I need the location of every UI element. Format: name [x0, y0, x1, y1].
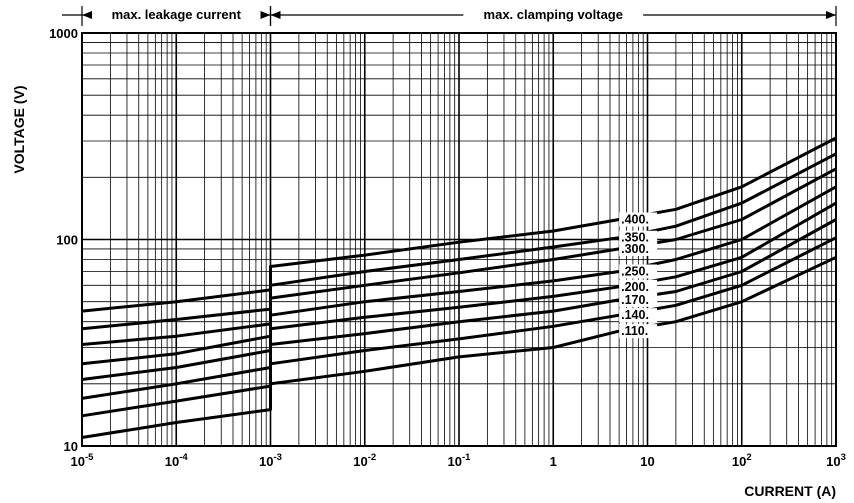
y-tick-labels: 10 100 1000: [49, 26, 78, 454]
x-tick-labels: 10-5 10-4 10-3 10-2 10-1 1 10 102 103: [71, 452, 846, 469]
series-label: .170.: [621, 293, 649, 307]
series-line: [81, 218, 837, 400]
region-annotation: max. clamping voltage: [269, 6, 837, 26]
region-label: max. leakage current: [112, 7, 242, 22]
series-label-background: [619, 324, 658, 339]
series-label: .250.: [621, 264, 649, 278]
series-line: [81, 185, 837, 366]
region-annotation: max. leakage current: [81, 6, 272, 26]
series-label: .140.: [621, 308, 649, 322]
arrowhead-right: [826, 11, 836, 19]
region-annotations: max. leakage current max. clamping voltag…: [62, 6, 837, 26]
series-labels: .400. .350..300. .250. .200..170..140. .110.: [619, 212, 658, 339]
series-label-background: [619, 292, 658, 307]
grid: [81, 33, 836, 447]
series-label: .110.: [621, 324, 648, 338]
series-line: [81, 201, 837, 381]
series-line: [81, 236, 837, 418]
series-line: [81, 152, 837, 331]
series-line: [81, 255, 837, 439]
series-label-background: [619, 308, 658, 323]
arrowhead-left: [270, 11, 281, 19]
y-tick-label: 1000: [49, 26, 78, 41]
arrowhead-right: [260, 11, 271, 19]
series-label-background: [619, 279, 658, 294]
x-tick-label: 10-5: [71, 452, 95, 469]
series-label-background: [619, 212, 658, 227]
x-tick-label: 10: [640, 454, 654, 469]
series-group: [81, 136, 837, 439]
y-tick-label: 10: [64, 439, 78, 454]
plot-frame: [81, 32, 837, 447]
x-tick-label: 103: [826, 452, 846, 469]
x-tick-label: 10-4: [165, 452, 189, 469]
x-tick-label: 10-1: [448, 452, 472, 469]
series-label-background: [619, 241, 658, 256]
x-tick-label: 1: [550, 454, 557, 469]
series-label: .350.: [621, 231, 649, 245]
series-label: .200.: [621, 280, 649, 294]
x-tick-label: 10-2: [353, 452, 376, 469]
x-tick-label: 102: [732, 452, 752, 469]
series-line: [81, 167, 837, 346]
arrowhead-left: [82, 11, 92, 19]
region-label: max. clamping voltage: [484, 7, 623, 22]
series-label: .400.: [621, 212, 649, 226]
x-tick-label: 10-3: [259, 452, 282, 469]
series-label-background: [619, 230, 658, 245]
x-axis-title: CURRENT (A): [744, 483, 836, 499]
series-label-background: [619, 264, 658, 279]
series-line: [81, 136, 837, 313]
y-tick-label: 100: [56, 233, 78, 248]
y-axis-title: VOLTAGE (V): [11, 85, 27, 173]
series-label: .300.: [621, 242, 649, 256]
